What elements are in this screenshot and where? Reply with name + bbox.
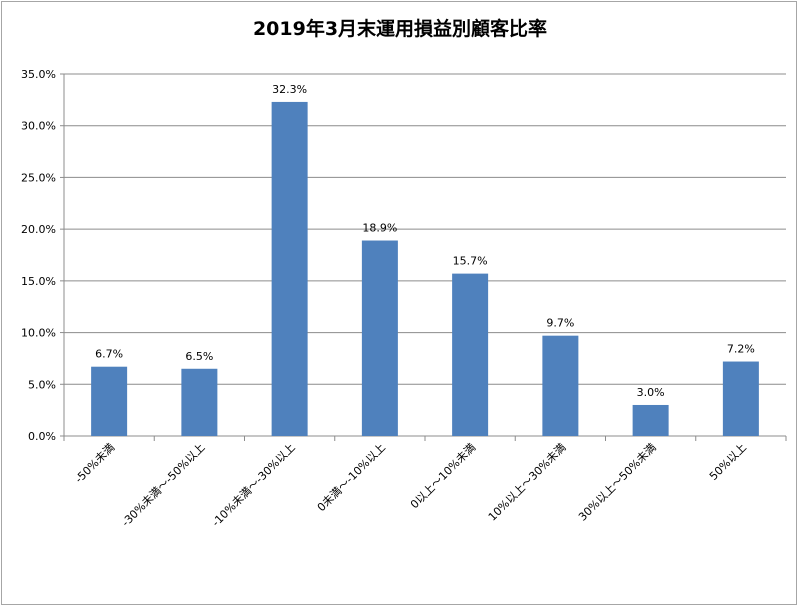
data-label: 15.7% [453, 255, 488, 268]
bar [452, 273, 489, 436]
category-label: -30%未満～-50%以上 [119, 441, 207, 529]
data-label: 9.7% [546, 317, 574, 330]
category-label: 0以上～10%未満 [408, 441, 478, 511]
bar [181, 368, 218, 436]
data-label: 6.7% [95, 348, 123, 361]
bar [361, 240, 398, 436]
category-label: 10%以上～30%未満 [486, 441, 569, 524]
data-label: 7.2% [727, 343, 755, 356]
data-label: 18.9% [362, 222, 397, 235]
chart-title: 2019年3月末運用損益別顧客比率 [252, 18, 548, 40]
bar [91, 366, 128, 436]
category-label: -10%未満～-30%以上 [209, 441, 297, 529]
bar [632, 404, 669, 436]
y-tick-label: 0.0% [28, 430, 56, 443]
y-tick-label: 20.0% [21, 223, 56, 236]
y-tick-label: 30.0% [21, 120, 56, 133]
category-label: -50%未満 [72, 441, 117, 486]
bar [722, 361, 759, 436]
y-tick-label: 35.0% [21, 68, 56, 81]
category-label: 50%以上 [707, 441, 749, 483]
y-tick-label: 5.0% [28, 378, 56, 391]
category-label: 30%以上～50%未満 [576, 441, 659, 524]
y-tick-label: 25.0% [21, 171, 56, 184]
data-label: 6.5% [185, 350, 213, 363]
bar [542, 335, 579, 436]
data-label: 3.0% [637, 386, 665, 399]
bar [271, 101, 308, 436]
category-label: 0未満～-10%以上 [315, 441, 388, 514]
data-label: 32.3% [272, 83, 307, 96]
y-tick-label: 10.0% [21, 327, 56, 340]
y-tick-label: 15.0% [21, 275, 56, 288]
